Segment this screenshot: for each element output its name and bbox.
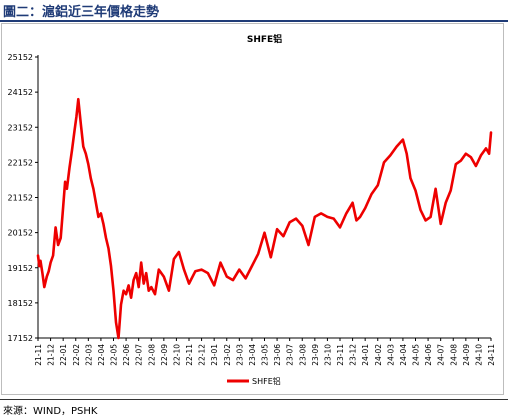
x-tick-label: 24-09 bbox=[462, 344, 471, 366]
x-tick-label: 22-01 bbox=[59, 344, 68, 366]
y-tick-label: 21152 bbox=[8, 194, 33, 203]
x-tick-label: 22-06 bbox=[122, 344, 131, 366]
x-tick-label: 23-04 bbox=[248, 344, 257, 366]
x-tick-label: 22-07 bbox=[135, 344, 144, 366]
legend-label: SHFE铝 bbox=[252, 376, 281, 386]
source-divider bbox=[0, 399, 508, 400]
y-tick-label: 24152 bbox=[8, 88, 33, 97]
x-tick-label: 23-03 bbox=[235, 344, 244, 366]
chart-title: SHFE铝 bbox=[247, 33, 282, 45]
y-tick-label: 25152 bbox=[8, 53, 33, 62]
x-tick-label: 23-09 bbox=[311, 344, 320, 366]
figure-title: 圖二：滬鋁近三年價格走勢 bbox=[3, 5, 160, 20]
x-tick-label: 24-05 bbox=[412, 344, 421, 366]
y-tick-label: 22152 bbox=[8, 158, 33, 167]
x-tick-label: 23-05 bbox=[261, 344, 270, 366]
x-tick-label: 22-11 bbox=[185, 344, 194, 366]
x-tick-label: 22-04 bbox=[97, 344, 106, 366]
x-tick-label: 24-07 bbox=[437, 344, 446, 366]
x-tick-label: 21-11 bbox=[34, 344, 43, 366]
y-tick-label: 19152 bbox=[8, 264, 33, 273]
price-chart: SHFE铝 17152 18152 19152 20152 21152 22152 23152… bbox=[8, 33, 496, 386]
source-note: 來源：WIND，PSHK bbox=[3, 406, 98, 417]
x-tick-label: 24-02 bbox=[374, 344, 383, 366]
x-tick-label: 22-02 bbox=[72, 344, 81, 366]
x-tick-label: 24-08 bbox=[449, 344, 458, 366]
x-tick-label: 24-10 bbox=[474, 344, 483, 366]
x-tick-label: 24-06 bbox=[424, 344, 433, 366]
x-tick-label: 24-01 bbox=[361, 344, 370, 366]
title-underline bbox=[0, 20, 508, 22]
x-tick-label: 22-12 bbox=[198, 344, 207, 366]
x-tick-label: 21-12 bbox=[47, 344, 56, 366]
x-tick-label: 24-03 bbox=[386, 344, 395, 366]
x-tick-label: 22-09 bbox=[160, 344, 169, 366]
x-tick-label: 24-11 bbox=[487, 344, 496, 366]
x-tick-label: 23-06 bbox=[273, 344, 282, 366]
x-tick-label: 22-10 bbox=[172, 344, 181, 366]
y-tick-label: 17152 bbox=[8, 334, 33, 343]
x-tick-label: 23-07 bbox=[286, 344, 295, 366]
x-tick-label: 23-12 bbox=[349, 344, 358, 366]
x-tick-label: 23-01 bbox=[210, 344, 219, 366]
x-tick-label: 23-02 bbox=[223, 344, 232, 366]
y-tick-label: 23152 bbox=[8, 123, 33, 132]
x-tick-label: 22-08 bbox=[147, 344, 156, 366]
y-tick-label: 20152 bbox=[8, 229, 33, 238]
x-tick-label: 23-10 bbox=[323, 344, 332, 366]
x-tick-label: 23-11 bbox=[336, 344, 345, 366]
x-tick-label: 23-08 bbox=[298, 344, 307, 366]
x-tick-label: 24-04 bbox=[399, 344, 408, 366]
series-line bbox=[36, 97, 493, 340]
y-tick-label: 18152 bbox=[8, 299, 33, 308]
x-tick-label: 22-03 bbox=[84, 344, 93, 366]
x-tick-label: 22-05 bbox=[110, 344, 119, 366]
